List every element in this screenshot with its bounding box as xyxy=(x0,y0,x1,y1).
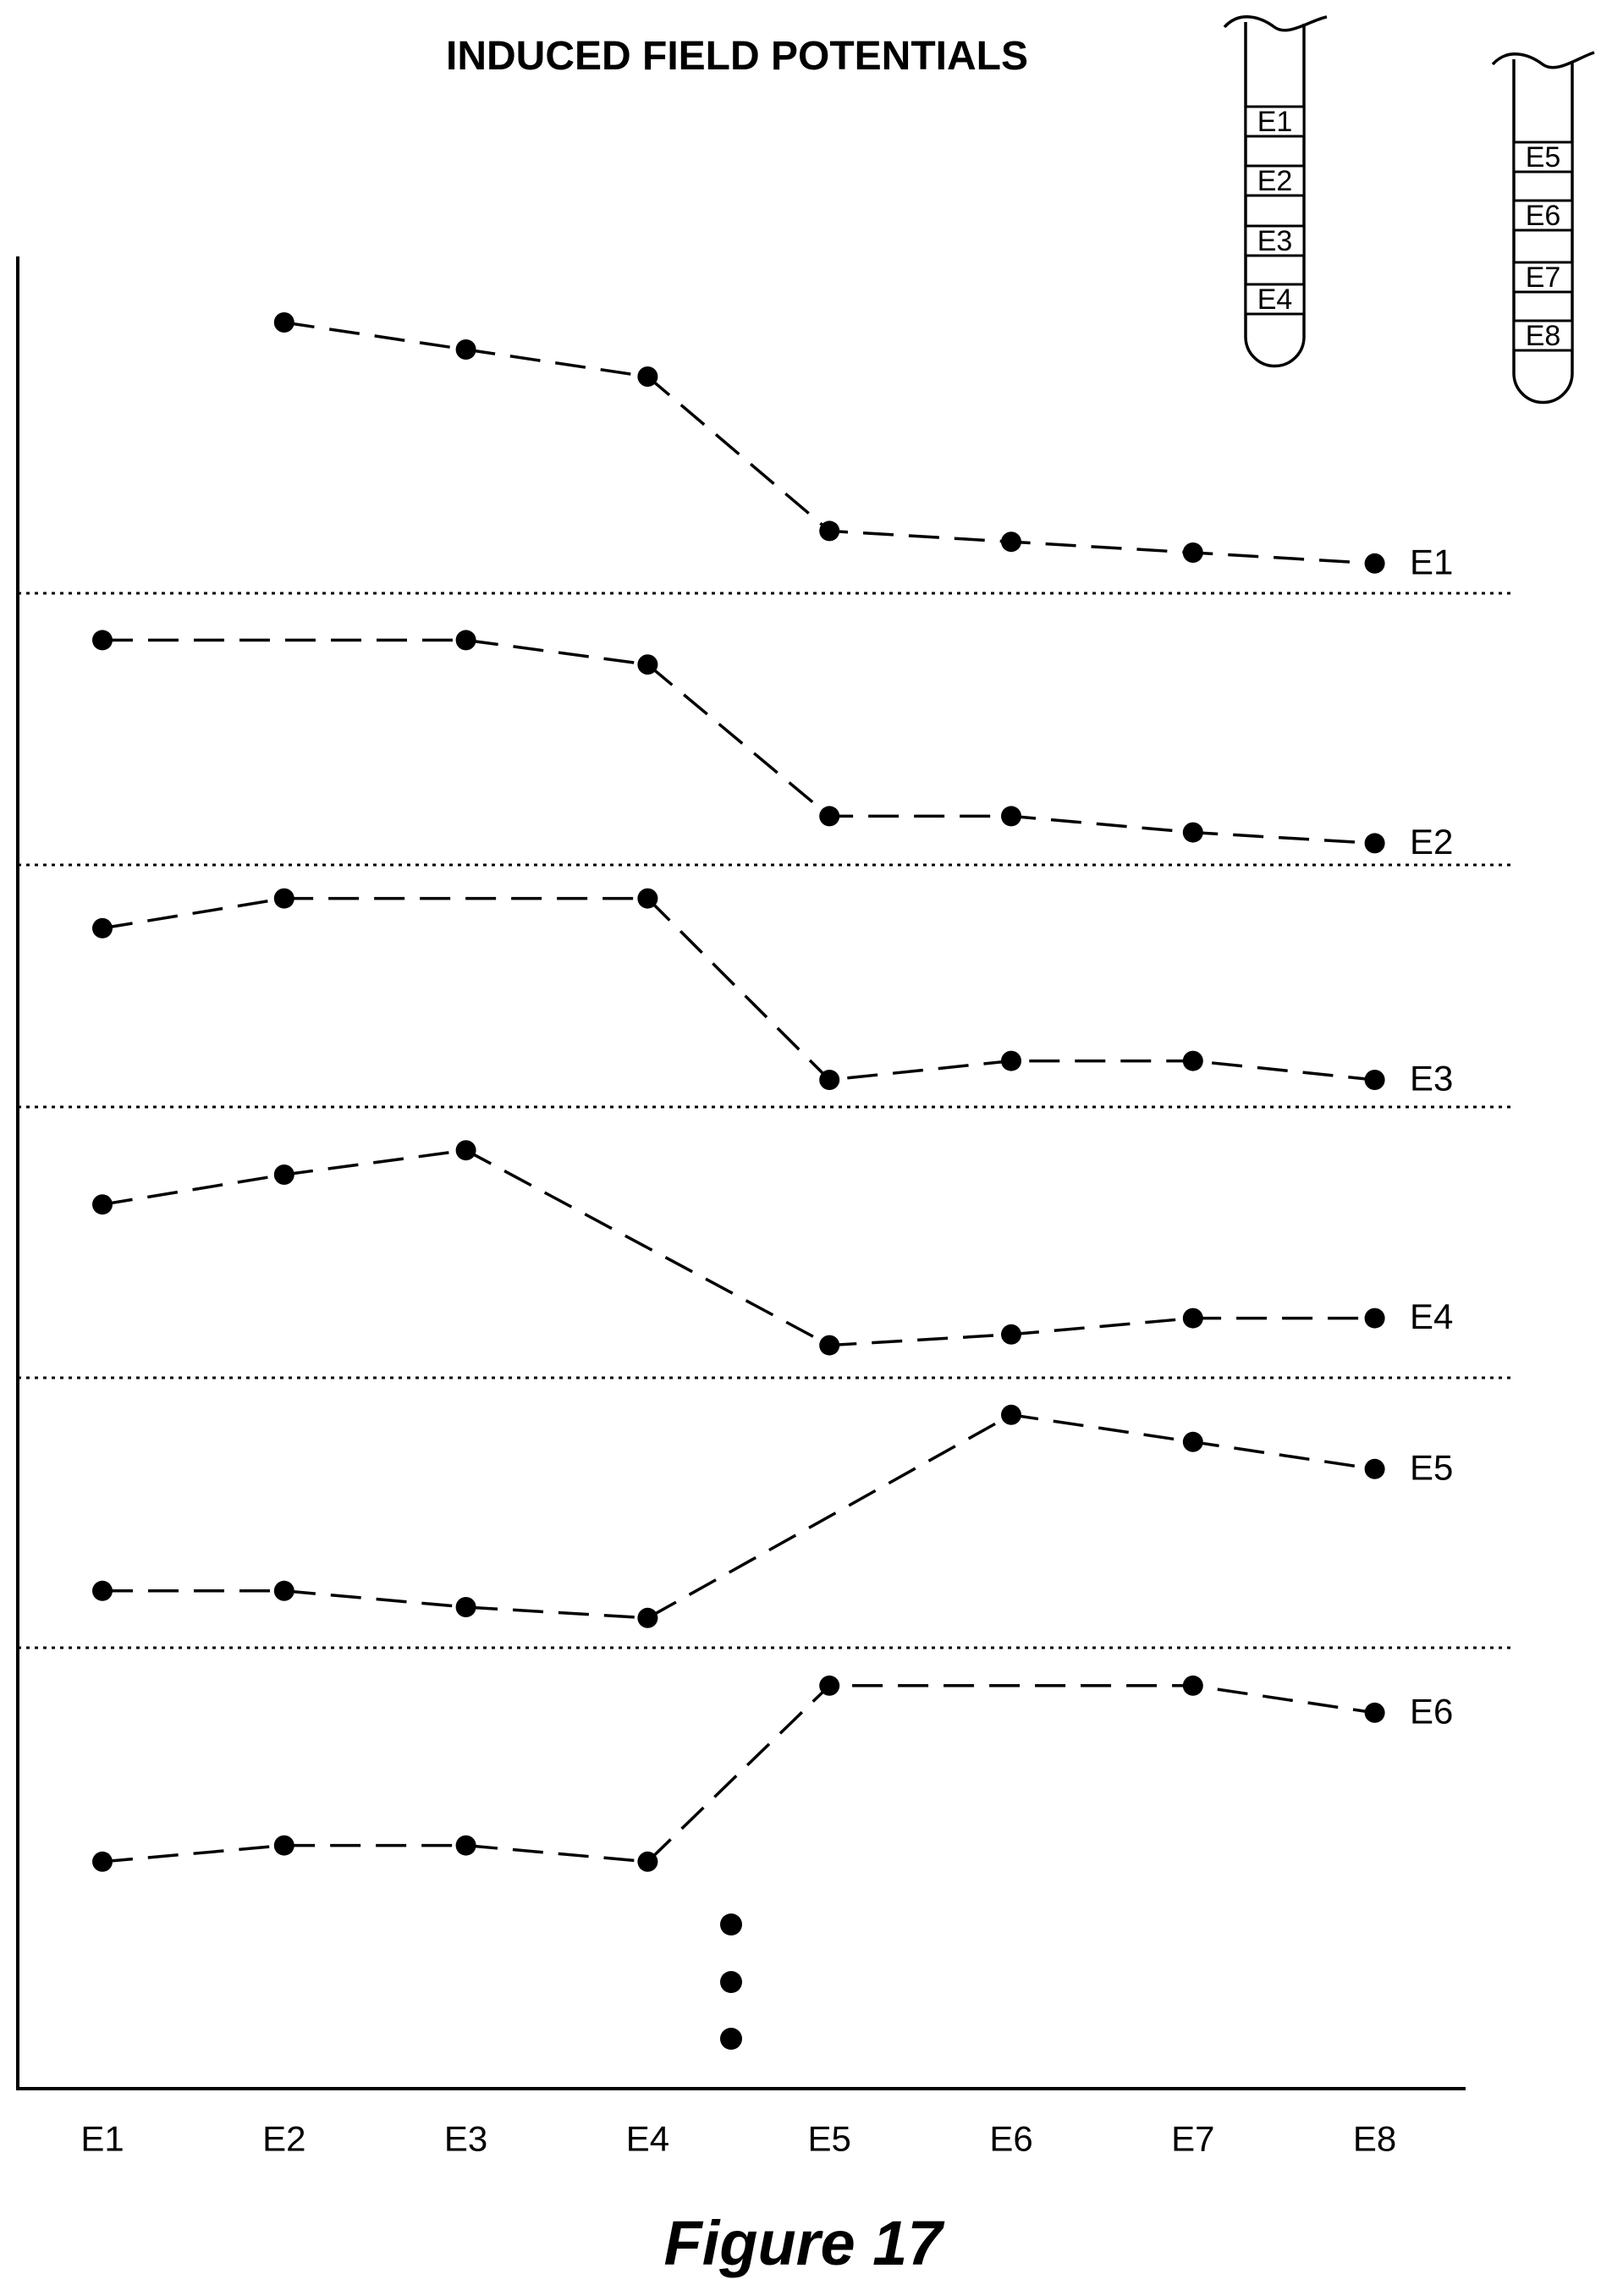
lead-contact-label: E5 xyxy=(1526,141,1561,173)
data-point xyxy=(1182,542,1203,563)
data-point xyxy=(819,1335,840,1356)
data-point xyxy=(92,917,113,939)
data-point xyxy=(1001,1324,1021,1345)
x-tick-label: E7 xyxy=(1171,2119,1214,2159)
figure-caption: Figure 17 xyxy=(664,2208,946,2278)
data-point xyxy=(1001,1404,1021,1425)
data-point xyxy=(819,520,840,542)
lead-contact xyxy=(1244,164,1306,197)
data-point xyxy=(1182,1050,1203,1071)
x-tick-label: E3 xyxy=(444,2119,487,2159)
ellipsis-dot xyxy=(720,1913,742,1935)
x-tick-label: E2 xyxy=(262,2119,305,2159)
data-point xyxy=(819,1070,840,1090)
data-point xyxy=(637,1607,658,1628)
series-line xyxy=(102,1684,1375,1864)
x-tick-label: E8 xyxy=(1353,2119,1396,2159)
data-point xyxy=(92,630,113,651)
lead-left: E1 E2 E3 E4 xyxy=(1223,15,1328,368)
data-point xyxy=(1364,1070,1385,1090)
data-point xyxy=(1001,1050,1021,1071)
data-point xyxy=(455,1140,476,1161)
lead-contact xyxy=(1512,140,1574,173)
x-tick-label: E5 xyxy=(808,2119,851,2159)
lead-contact xyxy=(1512,319,1574,352)
data-point xyxy=(637,1851,658,1872)
lead-right-wave-icon xyxy=(1491,51,1595,69)
data-point xyxy=(1182,1308,1203,1329)
series-e5: E5 xyxy=(92,1404,1453,1628)
lead-contact-label: E7 xyxy=(1526,262,1561,294)
data-point xyxy=(637,888,658,909)
x-tick-label: E4 xyxy=(626,2119,669,2159)
chart-title: INDUCED FIELD POTENTIALS xyxy=(446,34,1028,79)
data-point xyxy=(1001,806,1021,827)
data-point xyxy=(273,1580,294,1601)
lead-contact xyxy=(1512,199,1574,232)
data-point xyxy=(1364,1308,1385,1329)
data-point xyxy=(92,1580,113,1601)
data-point xyxy=(1364,553,1385,574)
data-point xyxy=(92,1194,113,1215)
data-point xyxy=(1364,1458,1385,1479)
data-point xyxy=(1364,833,1385,854)
series-label: E5 xyxy=(1410,1447,1453,1487)
data-point xyxy=(1364,1702,1385,1723)
lead-left-wave-icon xyxy=(1223,15,1328,32)
data-point xyxy=(1182,1675,1203,1696)
data-point xyxy=(1182,1431,1203,1452)
series-label: E4 xyxy=(1410,1297,1453,1336)
data-point xyxy=(819,806,840,827)
series-e4: E4 xyxy=(92,1140,1453,1356)
data-point xyxy=(455,630,476,651)
series-e6: E6 xyxy=(92,1675,1453,1872)
lead-contact-label: E4 xyxy=(1257,284,1293,316)
data-point xyxy=(455,339,476,360)
ellipsis-dot xyxy=(720,2028,742,2050)
panel-separators xyxy=(18,592,1512,1649)
vertical-ellipsis-icon xyxy=(720,1913,742,2050)
data-point xyxy=(819,1675,840,1696)
series-label: E3 xyxy=(1410,1059,1453,1098)
lead-contact xyxy=(1244,105,1306,138)
series-line xyxy=(102,896,1375,1082)
data-point xyxy=(273,312,294,333)
data-point xyxy=(455,1835,476,1856)
x-tick-label: E6 xyxy=(989,2119,1032,2159)
lead-right: E5 E6 E7 E8 xyxy=(1491,51,1595,405)
lead-contact-label: E2 xyxy=(1257,165,1293,197)
lead-contact-label: E1 xyxy=(1257,106,1293,138)
lead-contact xyxy=(1244,283,1306,316)
lead-contact-label: E6 xyxy=(1526,200,1561,232)
series-label: E1 xyxy=(1410,542,1453,581)
lead-left-body xyxy=(1244,22,1306,368)
data-point xyxy=(1182,822,1203,843)
data-point xyxy=(92,1851,113,1872)
x-tick-labels: E1 E2 E3 E4 E5 E6 E7 E8 xyxy=(80,2119,1396,2159)
lead-contact xyxy=(1244,224,1306,257)
data-point xyxy=(637,654,658,675)
series-label: E6 xyxy=(1410,1691,1453,1731)
data-point xyxy=(637,366,658,387)
data-point xyxy=(1001,531,1021,553)
series-e1: E1 xyxy=(273,312,1453,581)
data-point xyxy=(273,1835,294,1856)
ellipsis-dot xyxy=(720,1971,742,1993)
lead-right-body xyxy=(1512,59,1574,405)
lead-contact xyxy=(1512,261,1574,294)
series-e2: E2 xyxy=(92,630,1453,862)
data-point xyxy=(273,888,294,909)
x-tick-label: E1 xyxy=(80,2119,124,2159)
plot-series: E1 E2 E3 E4 E5 E6 xyxy=(92,312,1453,1872)
data-point xyxy=(455,1597,476,1617)
lead-contact-label: E3 xyxy=(1257,225,1293,257)
data-point xyxy=(273,1165,294,1185)
lead-contact-label: E8 xyxy=(1526,320,1561,352)
series-e3: E3 xyxy=(92,888,1453,1098)
series-label: E2 xyxy=(1410,822,1453,862)
series-line xyxy=(102,638,1375,845)
